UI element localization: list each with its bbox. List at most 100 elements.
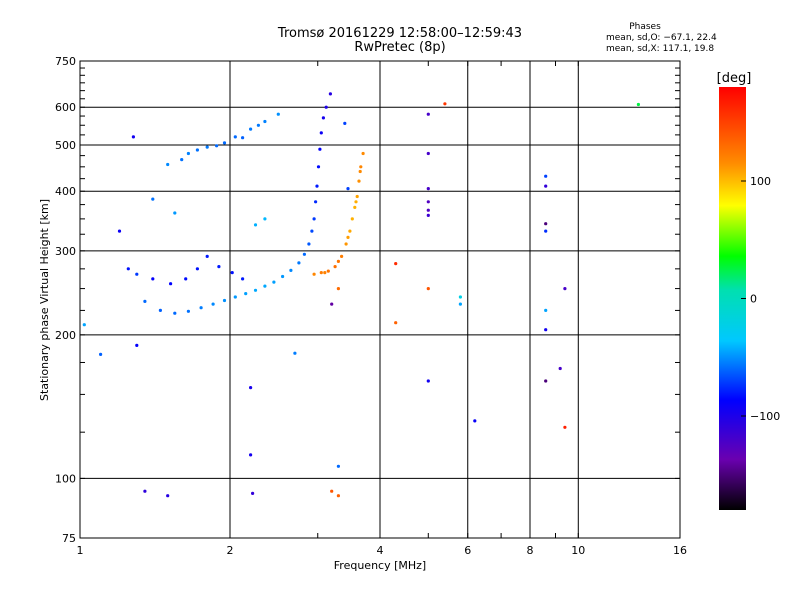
- plot-frame: [79, 60, 681, 539]
- y-tick-label: 600: [55, 101, 76, 114]
- echo-point: [230, 271, 234, 275]
- echo-point: [186, 151, 190, 156]
- echo-point: [336, 287, 340, 291]
- echo-point: [544, 184, 548, 188]
- echo-point: [330, 489, 334, 493]
- y-tick-label: 500: [55, 139, 76, 152]
- echo-point: [166, 494, 170, 498]
- echo-point: [319, 271, 323, 275]
- echo-point: [256, 123, 260, 127]
- x-tick-label: 8: [527, 544, 534, 557]
- echo-point: [458, 302, 462, 306]
- echo-point: [344, 242, 348, 246]
- echo-point: [302, 252, 306, 256]
- echo-point: [558, 366, 562, 371]
- echo-point: [333, 265, 337, 269]
- colorbar-label: [deg]: [717, 71, 752, 86]
- echo-point: [346, 187, 350, 191]
- echo-point: [281, 274, 285, 279]
- echo-point: [316, 165, 321, 169]
- echo-point: [233, 135, 237, 139]
- phase-stats-heading: Phases: [629, 22, 661, 32]
- echo-point: [126, 267, 130, 271]
- echo-point: [249, 386, 253, 390]
- echo-point: [443, 102, 447, 106]
- echo-point: [217, 265, 221, 269]
- echo-point: [135, 272, 139, 276]
- echo-point: [251, 491, 255, 495]
- echo-point: [180, 158, 184, 162]
- echo-point: [195, 148, 199, 152]
- echo-point: [263, 284, 267, 288]
- echo-point: [563, 425, 567, 429]
- echo-point: [473, 419, 477, 423]
- echo-point: [343, 121, 347, 125]
- echo-point: [355, 194, 359, 199]
- echo-point: [151, 277, 155, 281]
- y-tick-label: 100: [55, 472, 76, 485]
- echo-point: [336, 494, 340, 498]
- x-tick-label: 16: [673, 544, 687, 557]
- colorbar-tick-label: −100: [750, 410, 780, 423]
- y-tick-label: 400: [55, 185, 76, 198]
- echo-point: [82, 323, 86, 327]
- chart-subtitle: RwPretec (8p): [354, 40, 446, 55]
- colorbar-tick-label: 0: [750, 293, 757, 306]
- echo-point: [326, 269, 330, 273]
- echo-point: [350, 217, 354, 221]
- echo-point: [222, 298, 227, 303]
- x-tick-label: 10: [571, 544, 585, 557]
- echo-point: [458, 295, 462, 299]
- echo-point: [426, 200, 430, 204]
- echo-point: [544, 308, 548, 312]
- echo-point: [319, 131, 323, 135]
- y-tick-label: 300: [55, 245, 76, 258]
- echo-point: [426, 187, 430, 191]
- echo-point: [249, 127, 253, 131]
- echo-point: [99, 352, 103, 356]
- echo-point: [357, 179, 361, 183]
- y-axis-label: Stationary phase Virtual Height [km]: [38, 199, 51, 401]
- echo-point: [544, 222, 548, 226]
- echo-point: [249, 453, 253, 457]
- echo-point: [353, 205, 357, 209]
- echo-point: [314, 200, 318, 204]
- y-tick-label: 200: [55, 329, 76, 342]
- x-axis-label: Frequency [MHz]: [334, 559, 426, 572]
- echo-point: [315, 184, 319, 188]
- echo-point: [636, 102, 641, 107]
- echo-point: [199, 306, 203, 310]
- echo-point: [253, 223, 258, 227]
- echo-point: [426, 379, 430, 383]
- echo-point: [544, 328, 548, 332]
- echo-point: [328, 92, 332, 96]
- echo-point: [544, 174, 548, 178]
- echo-point: [340, 254, 344, 258]
- echo-point: [312, 272, 316, 276]
- x-tick-label: 6: [464, 544, 471, 557]
- echo-point: [324, 105, 328, 109]
- echo-point: [143, 489, 147, 493]
- echo-point: [323, 271, 327, 275]
- echo-point: [348, 229, 352, 233]
- echo-point: [426, 112, 430, 116]
- echo-point: [336, 259, 340, 263]
- echo-point: [143, 299, 147, 303]
- echo-point: [336, 464, 340, 468]
- echo-point: [184, 277, 188, 281]
- echo-point: [318, 147, 322, 151]
- echo-point: [233, 295, 237, 299]
- echo-point: [117, 229, 122, 233]
- echo-point: [297, 261, 301, 265]
- echo-point: [563, 287, 567, 291]
- echo-point: [272, 280, 276, 284]
- echo-point: [394, 262, 398, 266]
- echo-point: [361, 151, 365, 156]
- echo-point: [205, 254, 209, 258]
- echo-point: [131, 135, 135, 139]
- x-tick-label: 4: [377, 544, 384, 557]
- echo-point: [310, 229, 314, 233]
- echo-point: [289, 268, 293, 272]
- phase-stats-o-mode: mean, sd,O: −67.1, 22.4: [606, 33, 717, 43]
